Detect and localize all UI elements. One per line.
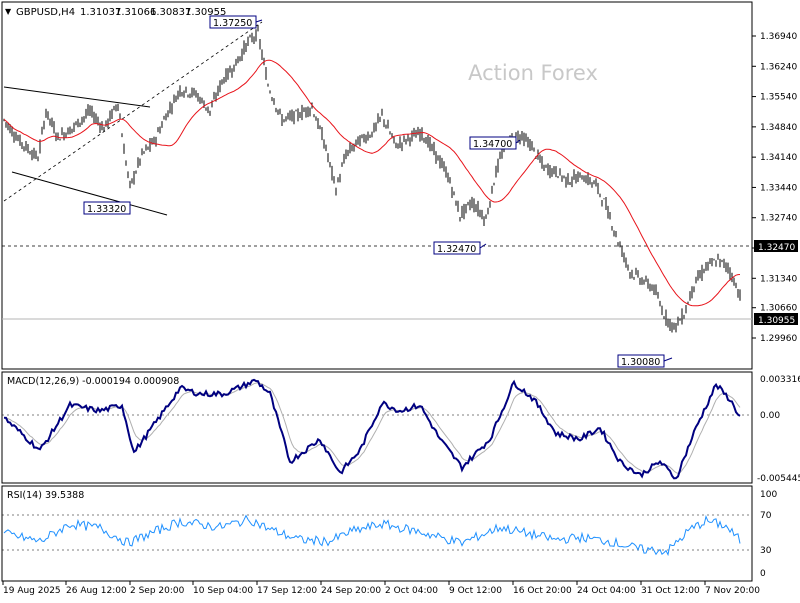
header-low: 1.30837	[150, 7, 191, 18]
price-annotation: 1.30080	[617, 354, 673, 368]
moving-average-line	[3, 59, 741, 307]
header-symbol: GBPUSD,H4	[16, 7, 75, 18]
time-axis-label: 2 Sep 20:00	[130, 586, 185, 596]
price-axis-label: 1.34840	[760, 123, 797, 133]
price-axis-label: 1.36240	[760, 62, 797, 72]
price-bars	[3, 24, 741, 333]
price-annotation-text: 1.34700	[473, 139, 512, 150]
rsi-axis-100: 100	[760, 490, 777, 500]
rsi-axis-30: 30	[760, 546, 772, 556]
macd-panel-frame	[1, 371, 753, 484]
macd-axis-top: 0.003316	[760, 375, 800, 385]
header-triangle-icon[interactable]: ▼	[5, 7, 12, 16]
header-close: 1.30955	[185, 7, 226, 18]
price-axis-label: 1.36940	[760, 32, 797, 42]
time-axis-label: 16 Oct 20:00	[513, 586, 572, 596]
level-axis-label: 1.32470	[758, 243, 795, 253]
current-price-axis-label: 1.30955	[758, 316, 795, 326]
price-annotation-leader	[255, 19, 263, 23]
price-axis-label: 1.30660	[760, 304, 797, 314]
time-axis: 19 Aug 2025 26 Aug 12:00 2 Sep 20:00 10 Sep…	[2, 581, 760, 596]
price-annotation: 1.32470	[433, 241, 487, 255]
price-annotation: 1.34700	[469, 136, 521, 150]
rsi-panel-frame	[1, 485, 753, 582]
rsi-axis-0: 0	[760, 569, 766, 579]
price-annotation-text: 1.33320	[87, 204, 126, 215]
rsi-line	[3, 514, 741, 557]
watermark: Action Forex	[468, 61, 598, 85]
price-annotation-text: 1.37250	[213, 18, 252, 29]
rsi-axis-70: 70	[760, 511, 772, 521]
trend-dashed-line	[3, 21, 263, 202]
current-price-axis-label-box	[754, 313, 798, 325]
price-axis-label: 1.31340	[760, 274, 797, 284]
header-open: 1.31037	[80, 7, 121, 18]
time-axis-label: 7 Nov 20:00	[705, 586, 760, 596]
channel-lower-line	[11, 171, 168, 216]
time-axis-label: 31 Oct 12:00	[641, 586, 700, 596]
price-annotation-leader	[479, 243, 487, 249]
time-axis-label: 17 Sep 12:00	[257, 586, 317, 596]
time-axis-label: 26 Aug 12:00	[66, 586, 127, 596]
macd-signal-line	[3, 382, 741, 474]
header-high: 1.31066	[115, 7, 156, 18]
macd-axis-zero: 0.00	[760, 411, 780, 421]
price-axis: 1.36940 1.36240 1.35540 1.34840 1.34140 1.334…	[752, 32, 797, 344]
channel-upper-line	[3, 86, 151, 108]
price-annotation-leader	[663, 357, 673, 362]
price-axis-label: 1.35540	[760, 93, 797, 103]
price-annotation: 1.33320	[83, 201, 131, 215]
time-axis-label: 19 Aug 2025	[3, 586, 61, 596]
price-axis-label: 1.32740	[760, 214, 797, 224]
macd-axis-bottom: -0.005445	[757, 474, 800, 484]
price-annotation-text: 1.30080	[621, 357, 660, 368]
level-axis-label-box	[754, 240, 798, 252]
macd-label: MACD(12,26,9) -0.000194 0.000908	[7, 376, 179, 387]
price-annotation-text: 1.32470	[437, 244, 476, 255]
price-axis-label: 1.29960	[760, 334, 797, 344]
time-axis-label: 24 Sep 20:00	[321, 586, 381, 596]
main-panel-frame	[1, 1, 753, 370]
time-axis-label: 24 Oct 04:00	[577, 586, 636, 596]
price-annotations: 1.37250 1.33320 1.34700 1.32470 1.30080	[83, 15, 673, 368]
rsi-label: RSI(14) 39.5388	[7, 490, 84, 501]
price-annotation-leader	[515, 139, 521, 144]
macd-main-line	[3, 378, 741, 480]
time-axis-label: 9 Oct 12:00	[449, 586, 502, 596]
time-axis-label: 10 Sep 04:00	[193, 586, 253, 596]
price-axis-label: 1.34140	[760, 153, 797, 163]
price-annotation: 1.37250	[209, 15, 263, 29]
price-axis-label: 1.33440	[760, 183, 797, 193]
time-axis-label: 2 Oct 04:00	[385, 586, 438, 596]
